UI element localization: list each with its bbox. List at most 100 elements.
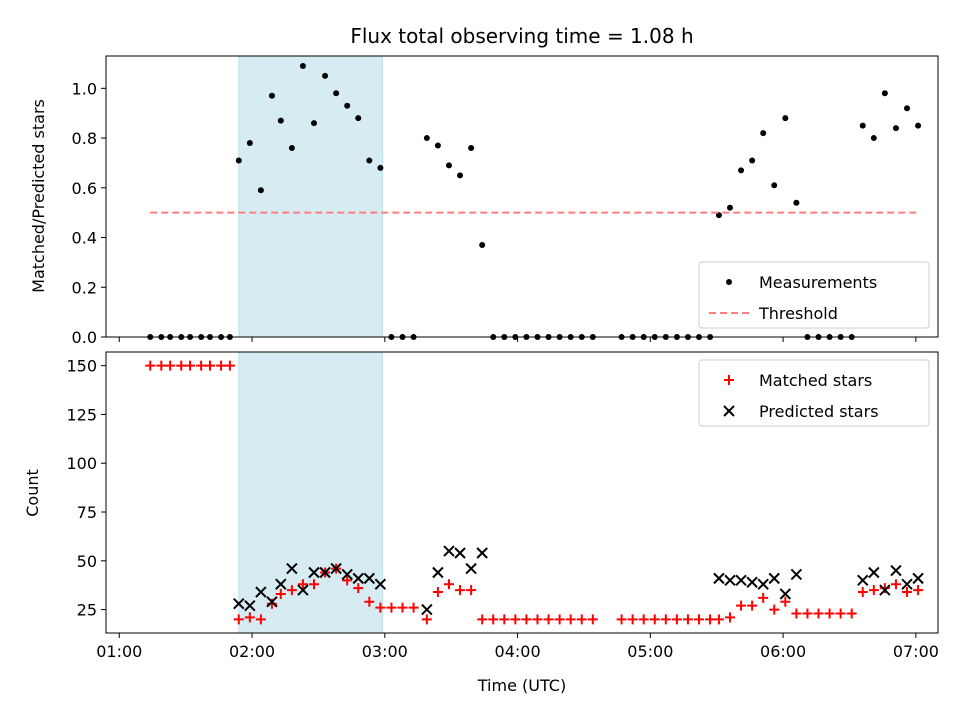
matched-star-marker	[660, 614, 671, 625]
matched-star-marker	[309, 579, 319, 590]
measurement-point	[434, 142, 441, 149]
matched-star-marker	[455, 585, 466, 596]
predicted-star-marker	[757, 578, 769, 590]
matched-star-marker	[466, 585, 477, 596]
predicted-star-marker	[879, 584, 891, 596]
y-tick-label: 0.0	[72, 328, 97, 347]
matched-star-marker	[649, 614, 660, 625]
legend-label: Predicted stars	[759, 402, 879, 421]
y-tick-label: 0.8	[72, 129, 97, 148]
matched-star-marker	[802, 608, 813, 619]
measurement-point	[468, 145, 475, 152]
matched-star-marker	[499, 614, 510, 625]
y-tick-label: 75	[77, 503, 97, 522]
matched-star-marker	[297, 579, 308, 590]
predicted-star-marker	[476, 547, 488, 559]
matched-star-marker	[510, 614, 521, 625]
x-tick-label: 02:00	[229, 642, 275, 661]
matched-star-marker	[397, 602, 408, 613]
matched-star-marker	[353, 583, 364, 594]
matched-star-marker	[145, 360, 156, 371]
matched-star-marker	[176, 360, 187, 371]
matched-star-marker	[565, 614, 576, 625]
matched-star-marker	[725, 612, 735, 623]
measurement-point	[377, 164, 384, 171]
predicted-star-marker	[890, 564, 902, 577]
matched-star-marker	[813, 608, 824, 619]
predicted-star-marker	[286, 562, 298, 575]
measurement-point	[299, 62, 306, 69]
predicted-star-marker	[233, 598, 245, 610]
matched-star-marker	[747, 600, 758, 611]
legend: Measurements Threshold	[698, 261, 930, 329]
matched-star-marker	[616, 614, 627, 625]
matched-star-marker	[196, 360, 207, 371]
measurement-point	[749, 157, 756, 164]
legend-matched-swatch	[724, 375, 734, 385]
matched-star-marker	[233, 614, 244, 625]
measurement-point	[479, 241, 486, 248]
matched-star-marker	[587, 614, 598, 625]
matched-star-marker	[165, 360, 176, 371]
matched-star-marker	[769, 604, 780, 615]
measurement-point	[870, 135, 877, 142]
matched-star-marker	[521, 614, 532, 625]
predicted-star-marker	[768, 572, 780, 585]
measurement-point	[904, 105, 911, 112]
matched-star-marker	[543, 614, 554, 625]
predicted-star-marker	[421, 603, 433, 616]
measurement-point	[423, 135, 430, 142]
predicted-star-marker	[790, 568, 803, 581]
predicted-star-marker	[857, 574, 869, 587]
measurement-point	[344, 102, 351, 109]
predicted-star-marker	[432, 566, 444, 579]
legend-box	[698, 261, 930, 329]
matched-star-marker	[421, 614, 432, 625]
measurement-point	[246, 140, 253, 147]
predicted-star-marker	[746, 576, 758, 588]
matched-star-marker	[694, 614, 705, 625]
y-tick-label: 0.6	[72, 179, 97, 198]
matched-star-marker	[638, 614, 649, 625]
matched-star-marker	[890, 579, 901, 590]
legend: Matched stars Predicted stars	[698, 359, 930, 427]
legend-measurement-swatch	[726, 279, 732, 285]
x-tick-label: 04:00	[495, 642, 541, 661]
measurement-point	[288, 145, 295, 152]
matched-star-marker	[576, 614, 587, 625]
matched-star-marker	[532, 614, 543, 625]
matched-star-marker	[780, 596, 791, 607]
measurement-point	[322, 72, 329, 79]
predicted-star-marker	[868, 566, 880, 579]
legend-label: Matched stars	[759, 371, 872, 390]
matched-star-marker	[713, 614, 724, 625]
chart-title: Flux total observing time = 1.08 h	[350, 24, 693, 48]
predicted-star-marker	[912, 572, 924, 585]
matched-star-marker	[205, 360, 215, 371]
x-tick-label: 03:00	[362, 642, 408, 661]
predicted-star-marker	[297, 584, 309, 596]
matched-star-marker	[443, 579, 454, 590]
matched-star-marker	[736, 600, 747, 611]
bottom-panel: 25 50 75 100 125 150 01:00 02:00 03:00 04:00 05:00…	[66, 351, 939, 661]
matched-star-marker	[791, 608, 802, 619]
matched-star-marker	[554, 614, 565, 625]
top-y-axis-label: Matched/Predicted stars	[29, 99, 48, 293]
legend-box	[698, 359, 930, 427]
matched-star-marker	[255, 614, 266, 625]
matched-star-marker	[902, 587, 913, 598]
plot-frame	[105, 55, 939, 338]
measurement-point	[257, 187, 264, 194]
x-tick-label: 01:00	[96, 642, 142, 661]
matched-star-marker	[224, 360, 235, 371]
matched-star-marker	[682, 614, 693, 625]
predicted-star-marker	[713, 572, 725, 585]
matched-star-marker	[386, 602, 397, 613]
predicted-star-marker	[443, 545, 455, 557]
measurement-point	[277, 117, 284, 124]
matched-star-marker	[375, 602, 386, 613]
y-tick-label: 125	[66, 405, 97, 424]
predicted-star-marker	[363, 572, 376, 585]
matched-star-marker	[477, 614, 488, 625]
